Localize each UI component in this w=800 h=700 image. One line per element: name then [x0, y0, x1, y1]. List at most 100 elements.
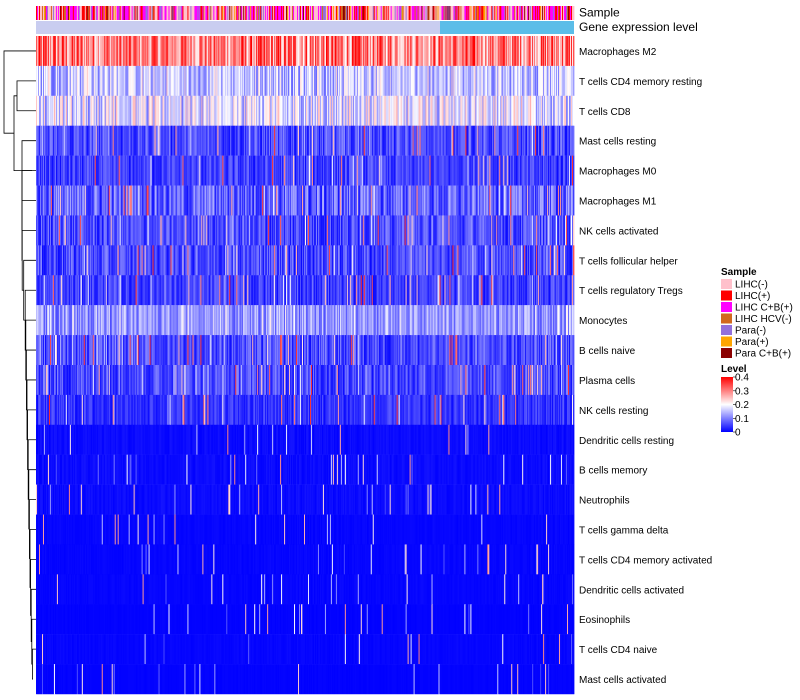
- heatmap-cell: [399, 185, 402, 216]
- heatmap-cell: [87, 215, 90, 246]
- heatmap-cell: [429, 155, 431, 186]
- gene-expression-track-low: [36, 21, 574, 34]
- heatmap-cell: [131, 65, 134, 97]
- heatmap-cell: [491, 215, 493, 246]
- heatmap-cell: [54, 155, 57, 186]
- sample-track-cell: [69, 6, 72, 20]
- sample-track-cell: [158, 6, 160, 20]
- heatmap-cell: [549, 65, 551, 97]
- heatmap-cell: [463, 155, 465, 186]
- heatmap-cell: [413, 215, 415, 246]
- heatmap-cell: [300, 245, 302, 276]
- heatmap-cell: [405, 215, 408, 246]
- heatmap-cell: [83, 155, 86, 186]
- heatmap-cell: [180, 245, 182, 276]
- heatmap-cell: [270, 215, 272, 246]
- heatmap-cell: [55, 125, 58, 156]
- heatmap-cell: [458, 245, 460, 276]
- heatmap-cell: [398, 185, 401, 216]
- sample-track-cell: [545, 6, 547, 20]
- heatmap-cell: [543, 215, 545, 246]
- sample-track-cell: [283, 6, 285, 20]
- heatmap-cell: [557, 95, 559, 126]
- sample-track-cell: [378, 6, 381, 20]
- heatmap-cell: [434, 95, 436, 126]
- heatmap-cell: [210, 65, 212, 97]
- heatmap-cell: [310, 95, 313, 126]
- heatmap-cell: [174, 36, 176, 67]
- heatmap-cell: [520, 215, 522, 246]
- heatmap-cell: [239, 155, 241, 186]
- heatmap-cell: [143, 125, 145, 156]
- heatmap-cell: [338, 185, 341, 216]
- sample-track-cell: [134, 6, 137, 20]
- heatmap-cell: [38, 36, 41, 67]
- heatmap-cell: [72, 275, 75, 306]
- heatmap-cell: [543, 245, 545, 276]
- heatmap-cell: [119, 65, 122, 97]
- heatmap-cell: [409, 185, 412, 216]
- heatmap-cell: [512, 155, 514, 186]
- heatmap-cell: [285, 36, 287, 67]
- heatmap-cell: [398, 215, 401, 246]
- heatmap-cell: [497, 36, 499, 67]
- sample-track-cell: [491, 6, 493, 20]
- heatmap-cell: [442, 65, 444, 97]
- heatmap-cell: [212, 65, 214, 97]
- heatmap-cell: [191, 65, 193, 97]
- sample-track-cell: [219, 6, 221, 20]
- heatmap-cell: [425, 95, 427, 126]
- heatmap-cell: [304, 36, 306, 67]
- heatmap-cell: [474, 245, 476, 276]
- heatmap-cell: [550, 125, 552, 156]
- heatmap-cell: [504, 65, 506, 97]
- heatmap-cell: [261, 36, 263, 67]
- heatmap-cell: [112, 95, 115, 126]
- heatmap-cell: [424, 185, 426, 216]
- heatmap-cell: [322, 95, 325, 126]
- heatmap-cell: [535, 155, 537, 186]
- sample-track-cell: [192, 6, 194, 20]
- heatmap-cell: [114, 36, 117, 67]
- heatmap-cell: [162, 36, 164, 67]
- sample-track-cell: [251, 6, 253, 20]
- heatmap-cell: [449, 95, 451, 126]
- heatmap-cell: [111, 155, 114, 186]
- heatmap-cell: [492, 155, 494, 186]
- heatmap-cell: [542, 185, 544, 216]
- heatmap-cell: [284, 185, 286, 216]
- heatmap-cell: [320, 245, 323, 276]
- heatmap-cell: [145, 245, 147, 276]
- heatmap-cell: [197, 245, 199, 276]
- heatmap-cell: [227, 185, 229, 216]
- sample-track-cell: [240, 6, 242, 20]
- heatmap-cell: [231, 125, 233, 156]
- heatmap-cell: [171, 245, 173, 276]
- heatmap-cell: [389, 155, 392, 186]
- heatmap-cell: [495, 245, 497, 276]
- sample-track-cell: [352, 6, 355, 20]
- heatmap-cell: [359, 65, 362, 97]
- heatmap-cell: [124, 125, 127, 156]
- sample-track-cell: [146, 6, 148, 20]
- heatmap-cell: [71, 185, 74, 216]
- heatmap-cell: [288, 36, 290, 67]
- heatmap-cell: [89, 95, 92, 126]
- heatmap-cell: [512, 95, 514, 126]
- heatmap-cell: [171, 185, 173, 216]
- heatmap-cell: [442, 245, 444, 276]
- heatmap-cell: [175, 185, 177, 216]
- heatmap-cell: [55, 215, 58, 246]
- sample-track-cell: [493, 6, 495, 20]
- heatmap-cell: [346, 185, 349, 216]
- heatmap-cell: [393, 95, 396, 126]
- heatmap-cell: [36, 245, 38, 276]
- heatmap-cell: [184, 245, 186, 276]
- heatmap-cell: [40, 125, 43, 156]
- heatmap-cell: [216, 215, 218, 246]
- heatmap-cell: [282, 215, 284, 246]
- heatmap-cell: [479, 95, 481, 126]
- heatmap-cell: [106, 65, 109, 97]
- heatmap-cell: [514, 245, 516, 276]
- heatmap-cell: [416, 185, 418, 216]
